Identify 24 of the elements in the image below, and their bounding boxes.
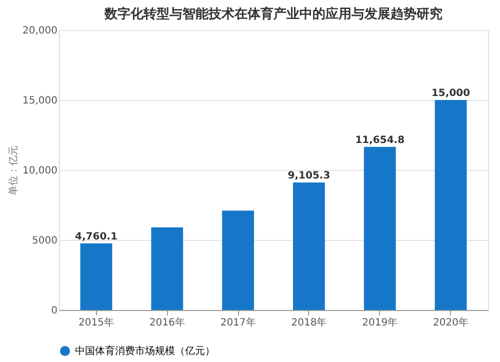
x-tick-label: 2015年	[78, 316, 114, 328]
x-tick-label: 2018年	[291, 316, 327, 328]
bar	[222, 210, 254, 310]
x-tick-label: 2020年	[433, 316, 468, 328]
data-label: 4,760.1	[75, 231, 118, 242]
data-label: 15,000	[431, 88, 470, 99]
chart-title: 数字化转型与智能技术在体育产业中的应用与发展趋势研究	[104, 6, 442, 22]
bar	[151, 227, 184, 310]
x-tick-label: 2016年	[149, 316, 185, 328]
y-tick-label: 10,000	[22, 166, 58, 176]
x-tick-label: 2017年	[220, 316, 256, 328]
bar	[434, 100, 467, 310]
data-label: 9,105.3	[288, 170, 330, 182]
y-axis-title: 单位：亿元	[8, 146, 20, 196]
legend-label: 中国体育消费市场规模（亿元）	[75, 345, 215, 357]
y-tick-label: 20,000	[22, 26, 58, 36]
y-tick-label: 15,000	[22, 96, 58, 106]
x-tick-label: 2019年	[362, 316, 398, 328]
y-tick-label: 0	[51, 306, 58, 316]
bar	[293, 182, 325, 310]
bar	[364, 146, 396, 310]
data-label: 11,654.8	[355, 134, 405, 146]
bar	[80, 243, 112, 310]
y-tick-label: 5000	[32, 236, 58, 246]
